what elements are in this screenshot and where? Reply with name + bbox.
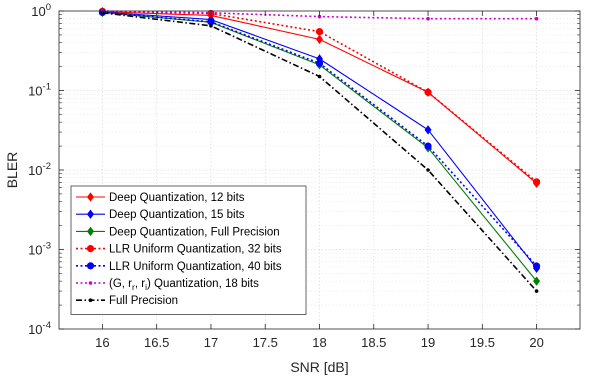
y-tick-base: 10 <box>28 243 42 258</box>
x-tick-labels: 16 16.5 17 17.5 18 18.5 19 19.5 20 <box>95 335 544 350</box>
legend-item: Deep Quantization, 12 bits <box>76 192 245 204</box>
legend-label: Deep Quantization, 12 bits <box>109 192 245 204</box>
y-tick-base: 10 <box>28 322 42 337</box>
legend-item: Full Precision <box>76 295 178 307</box>
y-tick-exponent: -1 <box>43 82 51 93</box>
legend-label: Deep Quantization, Full Precision <box>109 226 280 238</box>
legend-label-part: , r <box>135 278 145 290</box>
data-point <box>209 24 213 28</box>
y-tick-exponent: -2 <box>43 161 51 172</box>
data-point <box>424 125 432 135</box>
data-point <box>424 88 432 96</box>
legend: Deep Quantization, 12 bits Deep Quantizat… <box>70 185 307 315</box>
y-tick-label: 100 <box>31 2 51 19</box>
data-point <box>426 168 430 172</box>
legend-item: LLR Uniform Quantization, 32 bits <box>76 244 282 256</box>
x-tick-label: 16 <box>95 335 109 350</box>
data-point <box>315 59 324 67</box>
legend-label: Deep Quantization, 15 bits <box>109 209 245 221</box>
data-point <box>534 289 539 293</box>
y-tick-label: 10-3 <box>28 241 51 258</box>
series-7 <box>100 10 539 293</box>
x-axis-label: SNR [dB] <box>290 359 348 375</box>
data-point <box>533 276 541 286</box>
axis-ticks <box>59 10 580 330</box>
y-tick-label: 10-4 <box>28 320 51 337</box>
legend-label-part: (G, r <box>109 278 132 290</box>
data-point <box>315 28 324 36</box>
data-point <box>532 178 541 186</box>
data-point <box>317 14 322 19</box>
data-point <box>86 262 95 270</box>
data-point <box>87 209 94 219</box>
data-point <box>424 142 432 150</box>
y-tick-exponent: -3 <box>43 241 51 252</box>
x-tick-label: 18.5 <box>361 335 386 350</box>
legend-label-part: ) Quantization, 18 bits <box>147 278 259 290</box>
data-point <box>317 74 322 79</box>
y-tick-base: 10 <box>28 84 42 99</box>
y-tick-base: 10 <box>28 163 42 178</box>
y-tick-label: 10-2 <box>28 161 51 178</box>
x-tick-label: 18 <box>312 335 326 350</box>
legend-item: Deep Quantization, Full Precision <box>76 226 280 238</box>
data-point <box>87 192 94 202</box>
x-tick-label: 17 <box>204 335 218 350</box>
data-point <box>316 34 323 45</box>
y-tick-base: 10 <box>31 4 45 19</box>
y-axis-label: BLER <box>4 152 20 189</box>
data-point <box>87 226 94 237</box>
legend-item: (G, rr, ri) Quantization, 18 bits <box>76 278 259 292</box>
legend-label: (G, rr, ri) Quantization, 18 bits <box>109 278 259 292</box>
data-point <box>426 16 430 21</box>
x-tick-label: 17.5 <box>253 335 278 350</box>
data-point <box>532 262 541 270</box>
y-tick-label: 10-1 <box>28 82 51 99</box>
legend-label-part: i <box>145 282 147 292</box>
legend-item: LLR Uniform Quantization, 40 bits <box>76 261 282 273</box>
data-point <box>88 281 93 285</box>
legend-label: LLR Uniform Quantization, 32 bits <box>109 244 282 256</box>
data-point <box>86 245 95 253</box>
legend-label-part: r <box>132 282 135 292</box>
x-tick-label: 16.5 <box>144 335 169 350</box>
y-tick-exponent: -4 <box>43 320 51 331</box>
data-point <box>534 16 539 21</box>
legend-label: Full Precision <box>109 295 178 307</box>
y-tick-exponent: 0 <box>46 2 51 13</box>
x-tick-label: 20 <box>529 335 543 350</box>
x-tick-label: 19.5 <box>470 335 495 350</box>
legend-box <box>70 185 307 315</box>
x-tick-label: 19 <box>421 335 435 350</box>
series-layer <box>98 7 541 293</box>
series-5 <box>98 8 541 270</box>
legend-item: Deep Quantization, 15 bits <box>76 209 245 221</box>
data-point <box>88 298 93 303</box>
legend-label: LLR Uniform Quantization, 40 bits <box>109 261 282 273</box>
